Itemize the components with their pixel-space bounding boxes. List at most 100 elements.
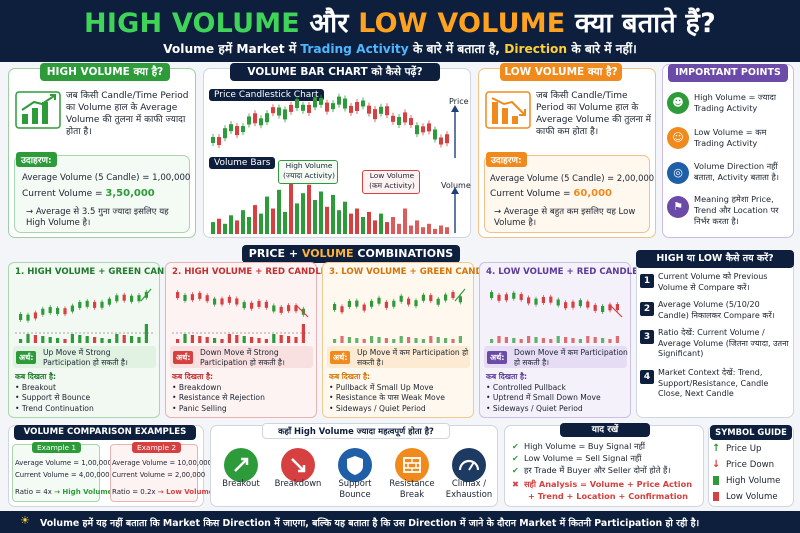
candle [265,113,269,123]
candle [325,102,329,112]
mini-candle [272,305,276,312]
volume-bar [247,217,251,234]
volume-arrowhead [451,187,459,194]
remember-item: Low Volume = Sell Signal नहीं [524,453,642,463]
combo-title-c: COMBINATIONS [357,247,454,260]
sub-part: के बारे में बताता है, [412,42,500,56]
mini-candle [264,301,268,308]
candle [289,104,293,112]
where-item: • Sideways / Quiet Period [329,403,426,413]
mini-candle [608,304,612,311]
mini-candle [213,298,217,305]
mini-volume [504,337,508,343]
where-item: • Pullback में Small Up Move [329,382,434,392]
bar-decline-icon [485,91,531,129]
mini-candle [370,300,374,307]
volume-bar [277,189,281,234]
high-volume-callout [278,160,338,184]
volume-bar [415,220,419,234]
mini-candle [130,295,134,302]
combo-meaning: अर्थ: Up Move में कम Participation हो सकत… [327,346,470,368]
mini-candle [205,295,209,302]
mini-volume [355,338,359,343]
mini-volume [115,334,119,343]
mini-candle [519,294,523,301]
mini-candle [85,300,89,307]
mini-candle [593,304,597,311]
mini-candle [399,295,403,302]
candle [301,104,305,111]
mini-volume [235,335,239,343]
candle [355,102,359,112]
combinations-title: PRICE + VOLUME COMBINATIONS [242,245,460,263]
volume-bar [385,222,389,234]
low-volume-callout [362,170,420,194]
mini-volume [362,339,366,343]
mini-candle [534,298,538,305]
example-tag: उदाहरण: [16,152,57,167]
volume-bar [445,227,449,234]
remember-item: High Volume = Buy Signal नहीं [524,441,645,451]
example-tag: उदाहरण: [486,152,527,167]
how-to-decide-title: HIGH या LOW कैसे तय करें? [636,250,794,268]
candle [307,104,311,113]
remember-title: याद रखें [560,423,650,437]
symbol-price-up: Price Up [726,444,762,454]
volume-bar [241,210,245,234]
mini-candle [377,297,381,304]
combo-head: 3. LOW VOLUME + GREEN CANDLE [329,267,494,277]
low-volume-callout-text: Low Volume (कम Activity) [369,171,415,190]
symbol-guide-title: SYMBOL GUIDE [710,425,792,440]
mini-volume [414,338,418,343]
mini-volume [287,336,291,343]
candle [253,113,257,124]
mini-candle [615,304,619,311]
ratio: Ratio = 4x [15,488,52,496]
important-points-title: IMPORTANT POINTS [668,64,788,82]
title-rest: क्या बताते हैं? [575,8,716,39]
rocket-icon [224,448,258,482]
ex2-cur: Current Volume = 2,00,000 [112,471,206,479]
title-and: और [309,8,349,39]
mini-volume [541,338,545,343]
meaning-text: Up Move में कम Participation हो सकती है। [357,348,469,367]
mini-candle [227,296,231,303]
mini-candle [527,297,531,304]
page-subtitle: Volume हमें Market में Trading Activity … [0,40,800,57]
step-text: Current Volume को Previous Volume से Com… [658,272,768,292]
step-number: 2 [640,302,654,316]
mini-volume [497,336,501,343]
mini-candle [279,306,283,313]
mini-volume [250,337,254,343]
mini-volume [534,337,538,343]
example-2-tag: Example 2 [132,442,182,453]
candle [271,107,275,114]
candle [313,97,317,108]
mini-candle [33,312,37,319]
how-to-decide-card [636,250,794,418]
trend-arrow [609,304,623,318]
where-tag: कब दिखता है: [486,372,528,381]
remember-card [504,425,704,507]
meaning-text: Down Move में Strong Participation हो सक… [200,348,285,367]
high-avg-line: Average Volume (5 Candle) = 1,00,000 [22,173,191,183]
mini-volume [429,336,433,343]
cross-icon: ✖ [512,479,519,489]
high-volume-title: HIGH VOLUME क्या है? [40,63,170,81]
volume-bar [211,222,215,234]
combo-head: 2. HIGH VOLUME + RED CANDLE [172,267,327,277]
volume-bar [349,213,353,234]
symbol-low-volume: Low Volume [726,492,778,502]
mini-volume [593,337,597,343]
candle [379,106,383,114]
mini-candle [63,308,67,315]
check-icon: ✔ [512,465,519,475]
mini-candle [56,307,60,314]
mini-candle [556,299,560,306]
volume-bar [421,227,425,234]
combo-where: कब दिखता है: • Breakdown • Resistance से R… [172,372,265,414]
candle [343,98,347,109]
mini-candle [586,301,590,308]
mini-volume [436,337,440,343]
where-item: • Uptrend में Small Down Move [486,393,601,402]
